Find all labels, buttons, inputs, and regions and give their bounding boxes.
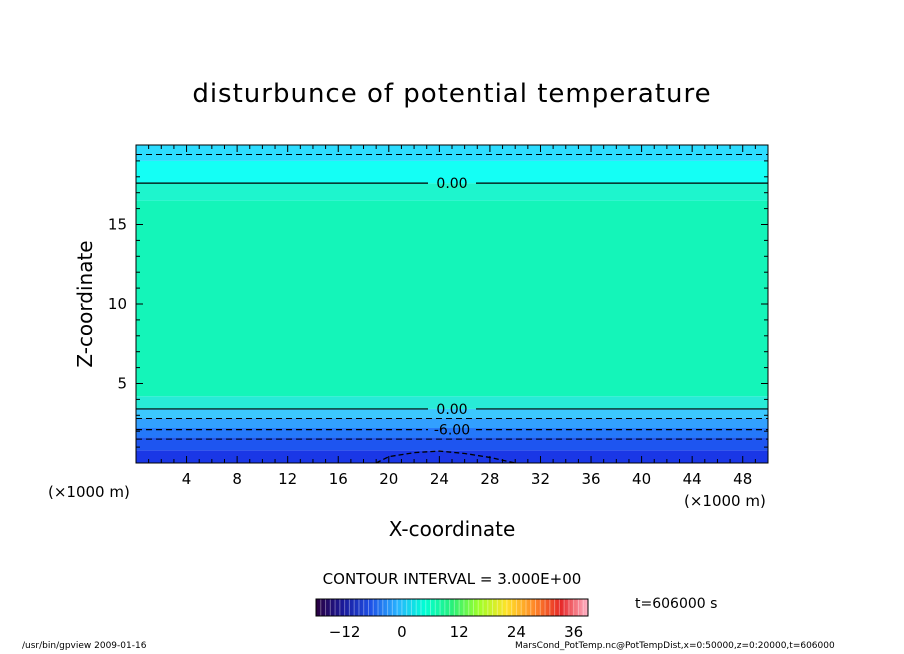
colorbar-tick-label: 0: [397, 623, 407, 641]
x-axis-label: X-coordinate: [389, 517, 516, 541]
colorbar-fill: [316, 599, 588, 616]
y-tick-label: 10: [108, 295, 127, 313]
field-band: [136, 428, 768, 438]
x-tick-label: 48: [733, 470, 752, 488]
y-axis-label: Z-coordinate: [73, 240, 97, 367]
x-tick-label: 20: [379, 470, 398, 488]
footer-left: /usr/bin/gpview 2009-01-16: [22, 641, 147, 651]
x-tick-label: 4: [182, 470, 192, 488]
colorbar-frame: [315, 598, 589, 617]
x-tick-label: 32: [531, 470, 550, 488]
field-band: [136, 160, 768, 184]
x-tick-label: 8: [232, 470, 242, 488]
colorbar-tick-label: −12: [329, 623, 361, 641]
x-unit-right: (×1000 m): [684, 492, 766, 510]
contour-label: -6.00: [434, 423, 470, 439]
colorbar-tick-label: 12: [450, 623, 469, 641]
field-band: [136, 437, 768, 451]
contour-label: 0.00: [436, 402, 467, 418]
footer-right: MarsCond_PotTemp.nc@PotTempDist,x=0:5000…: [515, 641, 835, 651]
x-tick-label: 44: [683, 470, 702, 488]
time-label: t=606000 s: [635, 596, 717, 612]
x-tick-label: 40: [632, 470, 651, 488]
colorbar-tick-label: 36: [564, 623, 583, 641]
contour-label: 0.00: [436, 176, 467, 192]
x-tick-label: 16: [329, 470, 348, 488]
field-band: [136, 418, 768, 429]
field-band: [136, 183, 768, 201]
chart-title: disturbunce of potential temperature: [192, 79, 711, 109]
x-unit-left: (×1000 m): [48, 483, 130, 501]
x-tick-label: 28: [480, 470, 499, 488]
field-band: [136, 450, 768, 463]
x-tick-label: 36: [581, 470, 600, 488]
field-band: [136, 408, 768, 419]
field-band: [136, 200, 768, 397]
x-tick-label: 12: [278, 470, 297, 488]
y-tick-label: 5: [117, 375, 127, 393]
contour-interval-label: CONTOUR INTERVAL = 3.000E+00: [323, 570, 582, 588]
field-band: [136, 145, 768, 161]
x-tick-label: 24: [430, 470, 449, 488]
plot-area: 0.00 0.00 -6.00: [135, 144, 769, 464]
y-tick-label: 15: [108, 216, 127, 234]
colorbar-tick-label: 24: [507, 623, 526, 641]
colorbar: −12 0 12 24 36: [315, 598, 589, 641]
field-band: [136, 396, 768, 409]
